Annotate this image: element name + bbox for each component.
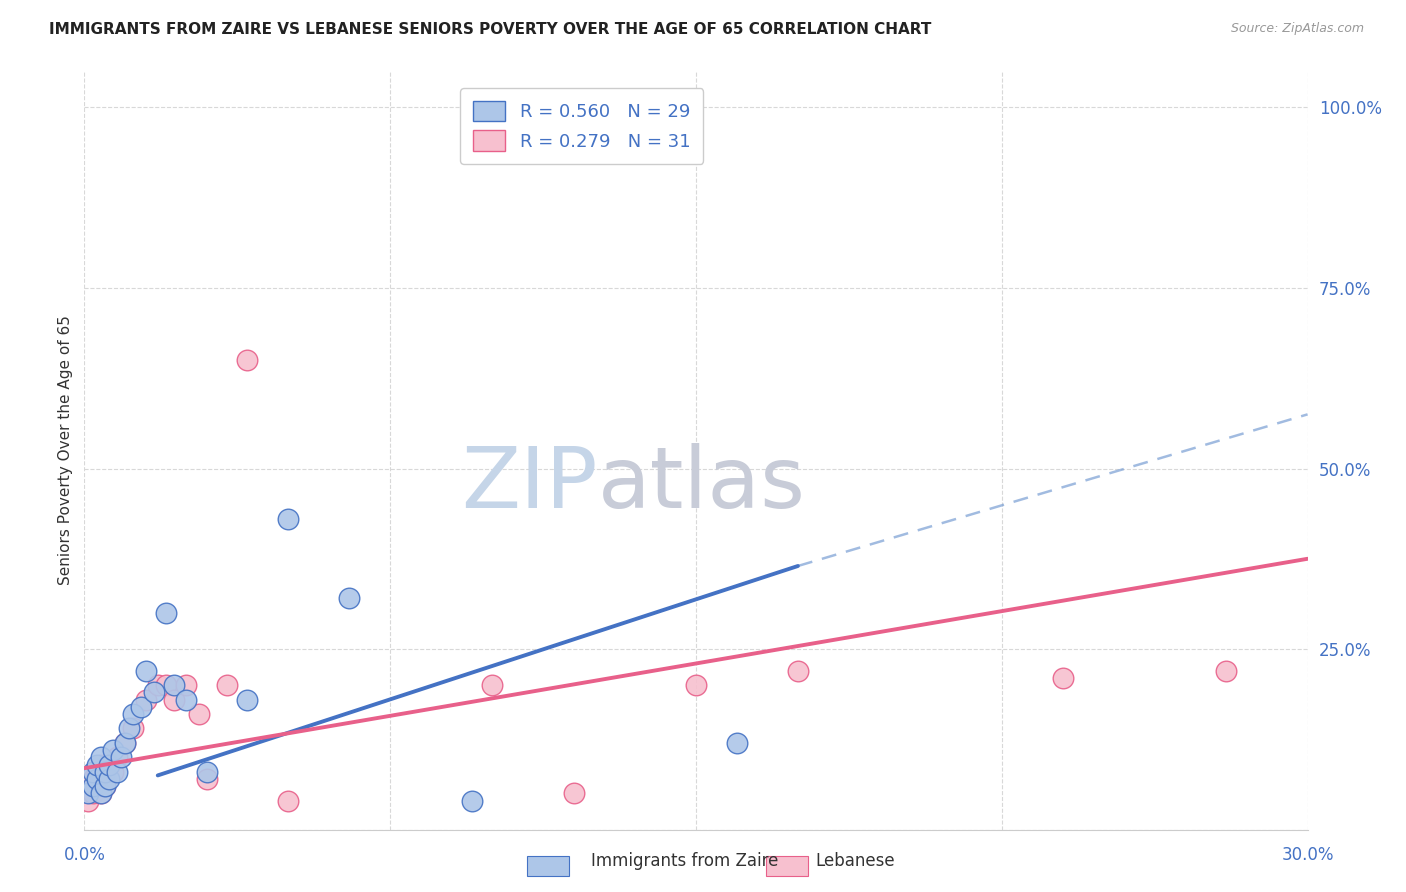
Legend: R = 0.560   N = 29, R = 0.279   N = 31: R = 0.560 N = 29, R = 0.279 N = 31 <box>460 88 703 164</box>
Point <box>163 678 186 692</box>
Point <box>97 772 120 786</box>
Point <box>562 787 585 801</box>
Point <box>90 750 112 764</box>
Point <box>481 678 503 692</box>
Point <box>93 764 115 779</box>
Point <box>236 692 259 706</box>
Point <box>685 678 707 692</box>
Point <box>101 743 124 757</box>
Point <box>787 664 810 678</box>
Text: atlas: atlas <box>598 443 806 526</box>
Text: Immigrants from Zaire: Immigrants from Zaire <box>591 852 778 870</box>
Point <box>155 678 177 692</box>
Point <box>93 779 115 793</box>
Point <box>155 606 177 620</box>
Point <box>135 664 157 678</box>
Point <box>1052 671 1074 685</box>
Point <box>86 757 108 772</box>
Point <box>118 722 141 736</box>
Text: IMMIGRANTS FROM ZAIRE VS LEBANESE SENIORS POVERTY OVER THE AGE OF 65 CORRELATION: IMMIGRANTS FROM ZAIRE VS LEBANESE SENIOR… <box>49 22 932 37</box>
Text: Source: ZipAtlas.com: Source: ZipAtlas.com <box>1230 22 1364 36</box>
Point <box>195 772 218 786</box>
Point <box>110 750 132 764</box>
Point <box>82 772 104 786</box>
Point <box>122 706 145 721</box>
Point <box>90 787 112 801</box>
Point <box>461 794 484 808</box>
Point <box>195 764 218 779</box>
Text: Lebanese: Lebanese <box>815 852 896 870</box>
Point <box>97 757 120 772</box>
Point <box>163 692 186 706</box>
Y-axis label: Seniors Poverty Over the Age of 65: Seniors Poverty Over the Age of 65 <box>58 316 73 585</box>
Point <box>174 678 197 692</box>
Point <box>101 764 124 779</box>
Point <box>236 353 259 368</box>
Point <box>97 757 120 772</box>
Point <box>135 692 157 706</box>
Point <box>77 779 100 793</box>
Point <box>131 699 153 714</box>
Text: ZIP: ZIP <box>461 443 598 526</box>
Point <box>277 794 299 808</box>
Point <box>86 772 108 786</box>
Point <box>105 764 128 779</box>
Point <box>90 787 112 801</box>
Point <box>86 779 108 793</box>
Point <box>725 736 748 750</box>
Point <box>86 764 108 779</box>
Point <box>142 685 165 699</box>
Point <box>82 779 104 793</box>
Point <box>114 736 136 750</box>
Point <box>187 706 209 721</box>
Point <box>105 750 128 764</box>
Point <box>90 757 112 772</box>
Point <box>82 787 104 801</box>
Point <box>1215 664 1237 678</box>
Point <box>174 692 197 706</box>
Point <box>114 736 136 750</box>
Point <box>146 678 169 692</box>
Point <box>339 591 361 606</box>
Point <box>93 779 115 793</box>
Point <box>217 678 239 692</box>
Point <box>82 764 104 779</box>
Point <box>122 722 145 736</box>
Point <box>77 794 100 808</box>
Point <box>277 512 299 526</box>
Point <box>93 772 115 786</box>
Point <box>77 787 100 801</box>
